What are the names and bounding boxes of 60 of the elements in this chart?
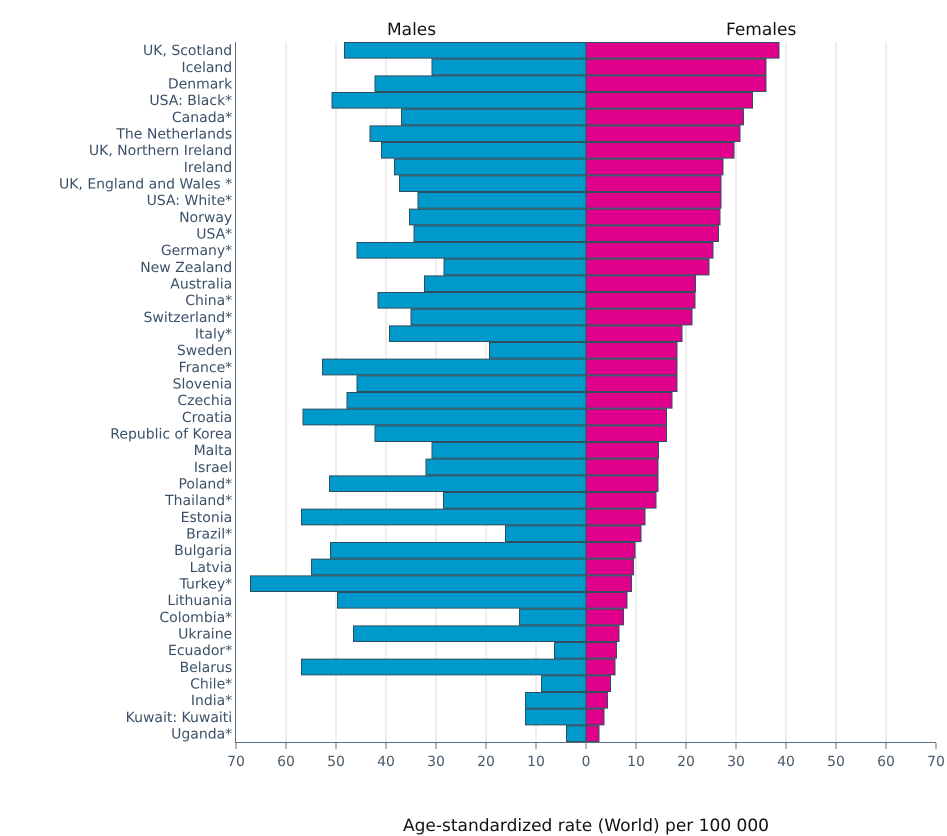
y-tick-label: Sweden [176,343,232,360]
x-tick-label: 40 [377,754,395,770]
y-tick-label: Estonia [180,510,232,526]
y-tick-label: Italy* [194,326,232,343]
x-tick-label: 60 [277,754,295,770]
y-tick-label: Czechia [177,393,232,410]
y-tick-label: Republic of Korea [110,426,232,443]
x-tick-label: 70 [227,754,245,770]
y-tick-label: Slovenia [172,376,232,393]
x-tick-label: 60 [877,754,895,770]
y-tick-label: India* [190,693,232,710]
y-tick-label: New Zealand [140,260,232,276]
y-tick-label: USA* [196,226,232,243]
x-tick-label: 30 [727,754,745,770]
y-tick-label: Norway [179,210,232,226]
y-tick-label: UK, Northern Ireland [88,143,232,160]
y-tick-label: Israel [194,460,232,476]
y-tick-label: Thailand* [164,493,232,510]
y-tick-label: Chile* [190,676,232,693]
series-label: Females [726,20,796,40]
x-tick-label: 10 [627,754,645,770]
y-tick-label: Lithuania [167,593,232,610]
y-tick-label: Brazil* [186,526,232,543]
y-tick-label: UK, England and Wales * [59,176,232,193]
y-tick-label: UK, Scotland [142,43,232,60]
y-tick-label: Switzerland* [144,310,232,326]
x-tick-label: 20 [477,754,495,770]
y-tick-label: Iceland [182,60,232,76]
y-tick-label: Ukraine [178,626,232,643]
x-tick-label: 40 [777,754,795,770]
y-tick-label: The Netherlands [115,126,232,143]
y-tick-label: Kuwait: Kuwaiti [126,710,232,726]
x-tick-label: 70 [927,754,945,770]
y-tick-label: Australia [170,276,232,293]
y-tick-label: Canada* [172,110,232,126]
y-tick-label: USA: White* [146,193,232,210]
y-tick-label: Uganda* [171,726,232,743]
x-tick-label: 50 [327,754,345,770]
y-tick-label: Denmark [168,76,234,93]
y-tick-label: Belarus [180,660,232,676]
x-axis-title: Age-standardized rate (World) per 100 000 [403,816,769,836]
y-tick-label: Croatia [182,410,232,426]
y-tick-label: Bulgaria [174,543,232,560]
x-tick-label: 10 [527,754,545,770]
x-tick-label: 0 [582,754,590,770]
y-tick-label: Poland* [178,476,232,493]
y-tick-label: Malta [194,443,232,460]
y-tick-label: France* [178,360,232,376]
y-tick-label: Germany* [160,243,232,260]
y-tick-label: Latvia [190,560,232,576]
y-tick-label: Ecuador* [168,643,232,660]
y-tick-label: China* [185,293,232,310]
y-tick-label: Turkey* [178,576,232,593]
y-tick-label: Ireland [184,160,232,176]
x-tick-label: 20 [677,754,695,770]
x-tick-label: 30 [427,754,445,770]
y-tick-label: Colombia* [159,610,232,626]
y-tick-label: USA: Black* [149,93,232,110]
x-tick-label: 50 [827,754,845,770]
series-label: Males [387,20,436,40]
